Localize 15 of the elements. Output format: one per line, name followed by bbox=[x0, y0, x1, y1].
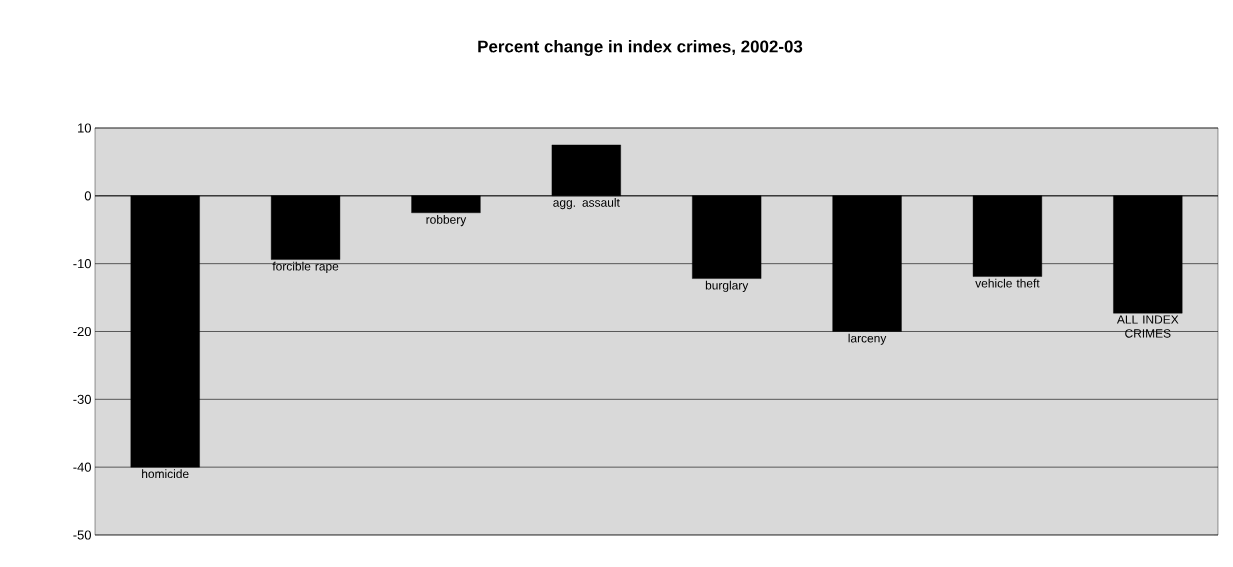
x-tick-label: burglary bbox=[705, 280, 749, 292]
x-tick-label: robbery bbox=[426, 214, 467, 227]
y-tick-label: -20 bbox=[73, 326, 91, 337]
chart-title: Percent change in index crimes, 2002-03 bbox=[478, 40, 803, 56]
y-tick-label: -40 bbox=[73, 462, 91, 472]
y-tick-label: -50 bbox=[73, 530, 91, 540]
x-tick-label: forcible rape bbox=[272, 261, 339, 273]
y-tick-label: 0 bbox=[84, 191, 91, 201]
y-tick-label: -10 bbox=[73, 259, 91, 269]
x-tick-label: larceny bbox=[848, 333, 887, 345]
x-tick-label: vehicle theft bbox=[975, 278, 1040, 288]
y-tick-label: -30 bbox=[73, 394, 91, 404]
y-tick-label: 10 bbox=[78, 123, 91, 133]
x-tick-label: homicide bbox=[142, 469, 189, 479]
x-tick-label: agg. assault bbox=[553, 198, 620, 210]
